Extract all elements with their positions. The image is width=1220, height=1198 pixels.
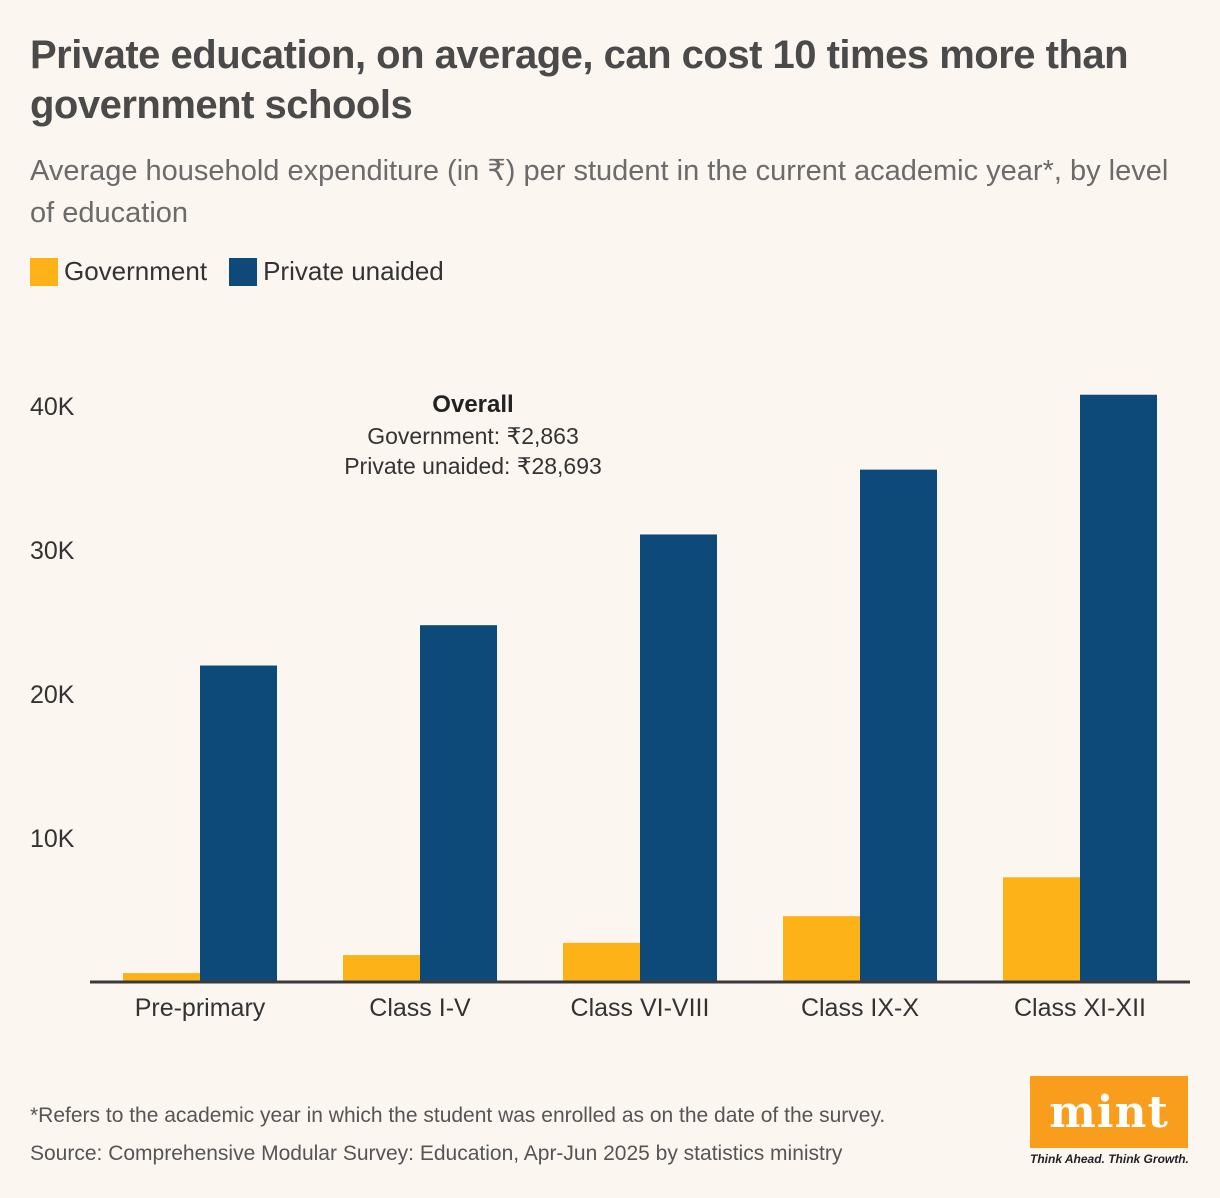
y-tick-label: 40K [30, 393, 75, 421]
bar-government [783, 916, 860, 981]
bar-chart: 10K 20K 30K 40K Pre-primary Class I-V Class V… [30, 391, 1190, 1022]
bar-government [563, 942, 640, 981]
legend-swatch-government [30, 257, 58, 286]
x-tick-label: Pre-primary [135, 994, 266, 1022]
bar-private [200, 665, 277, 981]
bar-government [123, 973, 200, 981]
overall-annotation: Overall Government: ₹2,863 Private unaid… [344, 391, 602, 479]
annotation-government: Government: ₹2,863 [367, 423, 579, 449]
brand-tagline: Think Ahead. Think Growth. [1030, 1152, 1189, 1166]
bar-private [640, 534, 717, 981]
y-tick-label: 20K [30, 681, 75, 709]
legend-item-private: Private unaided [229, 256, 444, 287]
x-tick-label: Class VI-VIII [571, 994, 710, 1022]
y-tick-label: 30K [30, 537, 75, 565]
bar-government [343, 955, 420, 981]
x-tick-label: Class XI-XII [1014, 994, 1146, 1022]
bar-private [1080, 394, 1157, 981]
footnote-text: *Refers to the academic year in which th… [30, 1104, 886, 1127]
footer: *Refers to the academic year in which th… [30, 1097, 885, 1173]
bar-government [1003, 877, 1080, 981]
annotation-private: Private unaided: ₹28,693 [344, 453, 602, 479]
legend-label-government: Government [64, 256, 208, 286]
x-axis-labels: Pre-primary Class I-V Class VI-VIII Class I… [135, 994, 1146, 1022]
legend: Government Private unaided [30, 256, 466, 287]
legend-item-government: Government [30, 256, 207, 287]
annotation-heading: Overall [432, 391, 513, 418]
bar-private [420, 625, 497, 981]
legend-label-private: Private unaided [263, 256, 444, 286]
legend-swatch-private [229, 257, 258, 286]
source-text: Source: Comprehensive Modular Survey: Ed… [30, 1142, 843, 1165]
chart-title: Private education, on average, can cost … [30, 33, 1129, 127]
bars [123, 394, 1157, 981]
x-tick-label: Class IX-X [801, 994, 919, 1022]
x-tick-label: Class I-V [369, 994, 471, 1022]
mint-logo: mint [1030, 1076, 1188, 1148]
bar-private [860, 469, 937, 981]
y-tick-label: 10K [30, 825, 75, 853]
y-axis-ticks: 10K 20K 30K 40K [30, 393, 75, 853]
chart-subtitle: Average household expenditure (in ₹) per… [30, 155, 1169, 229]
